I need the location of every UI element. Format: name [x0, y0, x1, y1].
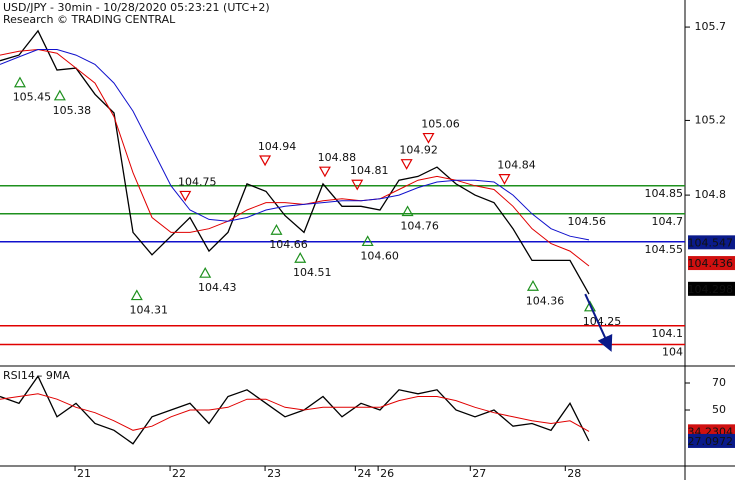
level-label: 104.7 — [652, 215, 684, 228]
annotation-label: 104.51 — [293, 266, 332, 279]
y-tick-label: 104.8 — [695, 188, 727, 201]
down-marker — [400, 159, 413, 170]
series-line — [0, 29, 590, 295]
price-tag-label: 104.547 — [688, 236, 734, 249]
price-tag-label: 104.436 — [688, 257, 734, 270]
y-tick-label: 105.2 — [695, 113, 727, 126]
annotation-label: 104.94 — [258, 140, 297, 153]
chart-title: USD/JPY - 30min - 10/28/2020 05:23:21 (U… — [3, 1, 270, 14]
plot-area — [0, 29, 685, 346]
up-marker — [130, 289, 143, 301]
price-tag — [688, 433, 735, 448]
down-marker — [351, 179, 364, 191]
annotation-label: 104.76 — [400, 220, 439, 233]
annotation-label: 104.88 — [318, 151, 357, 164]
y-tick-label: 70 — [712, 376, 726, 389]
series-line — [0, 49, 590, 241]
price-tag — [688, 256, 735, 271]
up-marker — [270, 224, 283, 235]
series-line — [0, 393, 590, 432]
annotation-label: 104.75 — [178, 175, 217, 188]
x-tick-label: 26 — [380, 467, 394, 480]
annotation-label: 105.45 — [13, 91, 52, 104]
up-marker — [13, 76, 26, 88]
up-marker — [583, 300, 597, 312]
x-tick-label: 22 — [172, 467, 186, 480]
down-marker — [318, 166, 331, 178]
annotation-label: 104.60 — [360, 249, 399, 262]
annotation-label: 104.84 — [497, 159, 536, 172]
forecast-arrow — [584, 293, 613, 352]
price-tag — [688, 281, 735, 296]
price-tag — [688, 235, 735, 250]
annotation-label: 104.36 — [526, 294, 565, 307]
annotation-label: 104.66 — [269, 238, 308, 251]
level-label: 104.55 — [645, 243, 684, 256]
up-marker — [53, 89, 66, 101]
level-label: 104 — [662, 345, 683, 358]
level-label: 104.85 — [645, 187, 684, 200]
x-tick-label: 27 — [472, 467, 486, 480]
x-tick-label: 21 — [77, 467, 91, 480]
annotation-label: 104.92 — [399, 144, 438, 157]
series-line — [0, 374, 590, 445]
down-marker — [179, 190, 192, 202]
y-tick-label: 105.7 — [695, 20, 727, 33]
up-marker — [401, 205, 414, 217]
annotation-label: 104.31 — [130, 304, 169, 317]
up-marker — [526, 280, 540, 291]
x-tick-label: 23 — [267, 467, 281, 480]
price-tag-label: 27.0972 — [688, 435, 734, 448]
annotation-label: 104.43 — [198, 281, 237, 294]
annotation-label: 105.38 — [53, 104, 92, 117]
plot-area — [0, 374, 590, 445]
up-marker — [294, 252, 307, 263]
down-marker — [422, 132, 435, 144]
down-marker — [259, 155, 272, 167]
annotation-label: 104.56 — [568, 215, 607, 228]
down-marker — [498, 174, 511, 185]
x-tick-label: 24 — [357, 467, 371, 480]
price-tag-label: 104.298 — [688, 283, 734, 296]
annotation-label: 104.81 — [350, 164, 389, 177]
up-marker — [361, 235, 374, 247]
chart-title: RSI14 - 9MA — [3, 369, 70, 382]
annotation-label: 105.06 — [421, 118, 460, 131]
level-label: 104.1 — [652, 327, 684, 340]
annotation-label: 104.25 — [583, 315, 622, 328]
up-marker — [199, 266, 212, 278]
chart-subtitle: Research © TRADING CENTRAL — [3, 13, 176, 26]
series-line — [0, 48, 590, 267]
y-tick-label: 50 — [712, 403, 726, 416]
x-tick-label: 28 — [567, 467, 581, 480]
